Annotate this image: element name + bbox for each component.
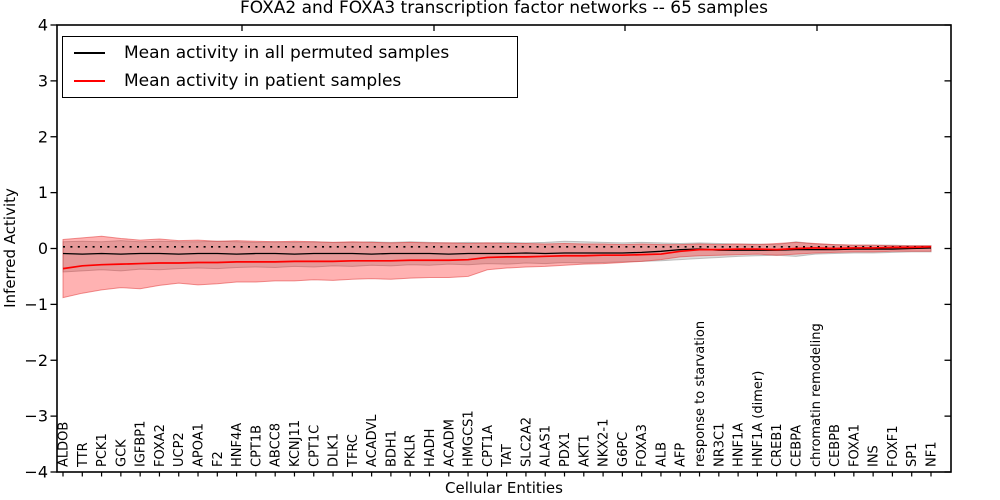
patient-line-swatch-icon — [74, 80, 105, 82]
x-category-label: TTR — [76, 442, 91, 468]
chart-title: FOXA2 and FOXA3 transcription factor net… — [240, 0, 768, 18]
x-category-label: FOXA1 — [847, 424, 862, 467]
x-category-label: CPT1A — [481, 425, 496, 467]
mean-patient-line — [62, 245, 932, 270]
x-category-label: NKX2-1 — [597, 419, 612, 467]
x-category-label: ACADVL — [365, 414, 380, 467]
x-category-label: chromatin remodeling — [809, 323, 824, 467]
x-category-label: NF1 — [925, 442, 940, 467]
x-category-label: TFRC — [346, 434, 361, 468]
x-category-label: HMGCS1 — [462, 410, 477, 467]
x-category-label: response to starvation — [693, 321, 708, 467]
x-category-label: G6PC — [616, 432, 631, 467]
x-category-label: HADH — [423, 429, 438, 467]
x-category-label: BDH1 — [384, 430, 399, 467]
x-category-label: PDX1 — [558, 432, 573, 467]
x-category-label: UCP2 — [172, 432, 187, 467]
x-category-label: APOA1 — [192, 423, 207, 467]
legend-item-patient: Mean activity in patient samples — [63, 71, 517, 92]
x-axis-title: Cellular Entities — [445, 479, 563, 497]
legend-label: Mean activity in all permuted samples — [124, 42, 450, 63]
x-category-label: IGFBP1 — [134, 421, 149, 467]
permuted-line-swatch-icon — [74, 52, 105, 54]
x-category-label: PCK1 — [95, 433, 110, 467]
y-tick-label: −2 — [24, 351, 48, 370]
x-category-label: FOXA2 — [153, 424, 168, 467]
x-category-label: CEBPB — [828, 424, 843, 467]
x-category-label: CPT1C — [307, 425, 322, 467]
x-category-label: KCNJ11 — [288, 420, 303, 467]
y-tick-label: 1 — [38, 183, 48, 202]
x-category-label: FOXA3 — [635, 424, 650, 467]
x-category-label: DLK1 — [327, 433, 342, 467]
y-tick-label: 2 — [38, 127, 48, 146]
x-category-label: PKLR — [404, 434, 419, 467]
x-category-label: AKT1 — [577, 434, 592, 467]
y-axis-title: Inferred Activity — [1, 188, 19, 308]
legend-item-permuted: Mean activity in all permuted samples — [63, 43, 517, 64]
y-tick-label: 0 — [38, 239, 48, 258]
x-category-label: ALB — [654, 442, 669, 467]
x-category-label: CEBPA — [789, 425, 804, 467]
y-tick-label: 3 — [38, 71, 48, 90]
x-category-label: CREB1 — [770, 423, 785, 467]
legend: Mean activity in all permuted samples Me… — [62, 36, 518, 98]
x-category-label: CPT1B — [249, 425, 264, 467]
x-category-label: INS — [867, 445, 882, 467]
legend-label: Mean activity in patient samples — [124, 70, 402, 91]
patient-samples-range-band — [62, 235, 932, 299]
y-tick-label: 4 — [38, 16, 48, 35]
x-category-label: AFP — [674, 443, 689, 467]
x-category-label: HNF4A — [230, 423, 245, 467]
x-category-label: GCK — [114, 439, 129, 467]
x-category-label: ALAS1 — [539, 425, 554, 467]
y-tick-label: −1 — [24, 295, 48, 314]
x-category-label: HNF1A — [732, 423, 747, 467]
x-category-label: NR3C1 — [712, 423, 727, 467]
x-category-label: SP1 — [905, 443, 920, 467]
x-category-label: FOXF1 — [886, 425, 901, 467]
x-category-label: ABCC8 — [269, 423, 284, 467]
x-category-label: SLC2A2 — [519, 417, 534, 467]
x-category-label: F2 — [211, 451, 226, 467]
y-tick-label: −3 — [24, 407, 48, 426]
x-category-label: ALDOB — [57, 422, 72, 467]
x-category-label: TAT — [500, 444, 515, 468]
x-category-label: ACADM — [442, 419, 457, 467]
y-tick-label: −4 — [24, 463, 48, 482]
x-category-label: HNF1A (dimer) — [751, 371, 766, 467]
